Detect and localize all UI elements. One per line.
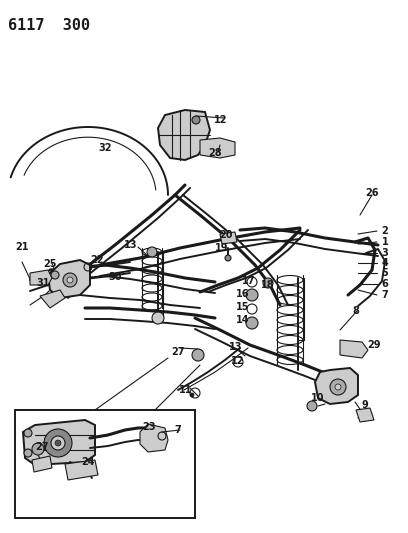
Polygon shape	[158, 110, 210, 160]
Polygon shape	[356, 408, 374, 422]
Circle shape	[190, 393, 194, 397]
Text: 17: 17	[242, 276, 256, 286]
Text: 31: 31	[36, 278, 50, 288]
Text: 27: 27	[35, 442, 49, 452]
Polygon shape	[140, 424, 168, 452]
Text: 18: 18	[261, 280, 275, 290]
Bar	[15, 410, 195, 518]
Circle shape	[55, 440, 61, 446]
Text: 6117  300: 6117 300	[8, 18, 90, 33]
Polygon shape	[315, 368, 358, 404]
Polygon shape	[65, 460, 98, 480]
Polygon shape	[23, 420, 95, 465]
Text: 7: 7	[175, 425, 182, 435]
Text: 22: 22	[90, 255, 104, 265]
Polygon shape	[220, 232, 237, 244]
Text: 12: 12	[231, 356, 245, 366]
Text: 19: 19	[215, 243, 229, 253]
Text: 21: 21	[15, 242, 29, 252]
Text: 29: 29	[367, 340, 381, 350]
Text: 28: 28	[208, 148, 222, 158]
Circle shape	[152, 312, 164, 324]
Text: 3: 3	[381, 248, 388, 258]
Text: 7: 7	[381, 290, 388, 300]
Circle shape	[246, 289, 258, 301]
Circle shape	[263, 278, 273, 288]
Circle shape	[44, 429, 72, 457]
Text: 8: 8	[353, 306, 359, 316]
Circle shape	[51, 436, 65, 450]
Circle shape	[67, 277, 73, 283]
Text: 23: 23	[142, 422, 156, 432]
Circle shape	[330, 379, 346, 395]
Text: 14: 14	[236, 315, 250, 325]
Text: 13: 13	[229, 342, 243, 352]
Circle shape	[147, 247, 157, 257]
Circle shape	[51, 271, 59, 279]
Polygon shape	[32, 456, 52, 472]
Text: 12: 12	[214, 115, 228, 125]
Text: 15: 15	[236, 302, 250, 312]
Polygon shape	[30, 270, 52, 285]
Text: 13: 13	[124, 240, 138, 250]
Text: 16: 16	[236, 289, 250, 299]
Circle shape	[246, 317, 258, 329]
Circle shape	[225, 255, 231, 261]
Text: 20: 20	[219, 230, 233, 240]
Polygon shape	[340, 340, 368, 358]
Circle shape	[192, 349, 204, 361]
Text: 24: 24	[81, 457, 95, 467]
Polygon shape	[48, 260, 90, 298]
Text: 26: 26	[365, 188, 379, 198]
Text: 1: 1	[381, 237, 388, 247]
Text: 25: 25	[43, 259, 57, 269]
Text: 32: 32	[98, 143, 112, 153]
Circle shape	[192, 116, 200, 124]
Polygon shape	[40, 290, 65, 308]
Text: 9: 9	[361, 400, 368, 410]
Text: 6: 6	[381, 279, 388, 289]
Circle shape	[63, 273, 77, 287]
Text: 4: 4	[381, 258, 388, 268]
Circle shape	[24, 449, 32, 457]
Circle shape	[307, 401, 317, 411]
Text: 5: 5	[381, 268, 388, 278]
Circle shape	[24, 429, 32, 437]
Text: 10: 10	[311, 393, 325, 403]
Circle shape	[32, 443, 44, 455]
Text: 11: 11	[179, 385, 193, 395]
Text: 2: 2	[381, 226, 388, 236]
Text: 27: 27	[171, 347, 185, 357]
Polygon shape	[200, 138, 235, 158]
Circle shape	[335, 384, 341, 390]
Text: 30: 30	[108, 272, 122, 282]
